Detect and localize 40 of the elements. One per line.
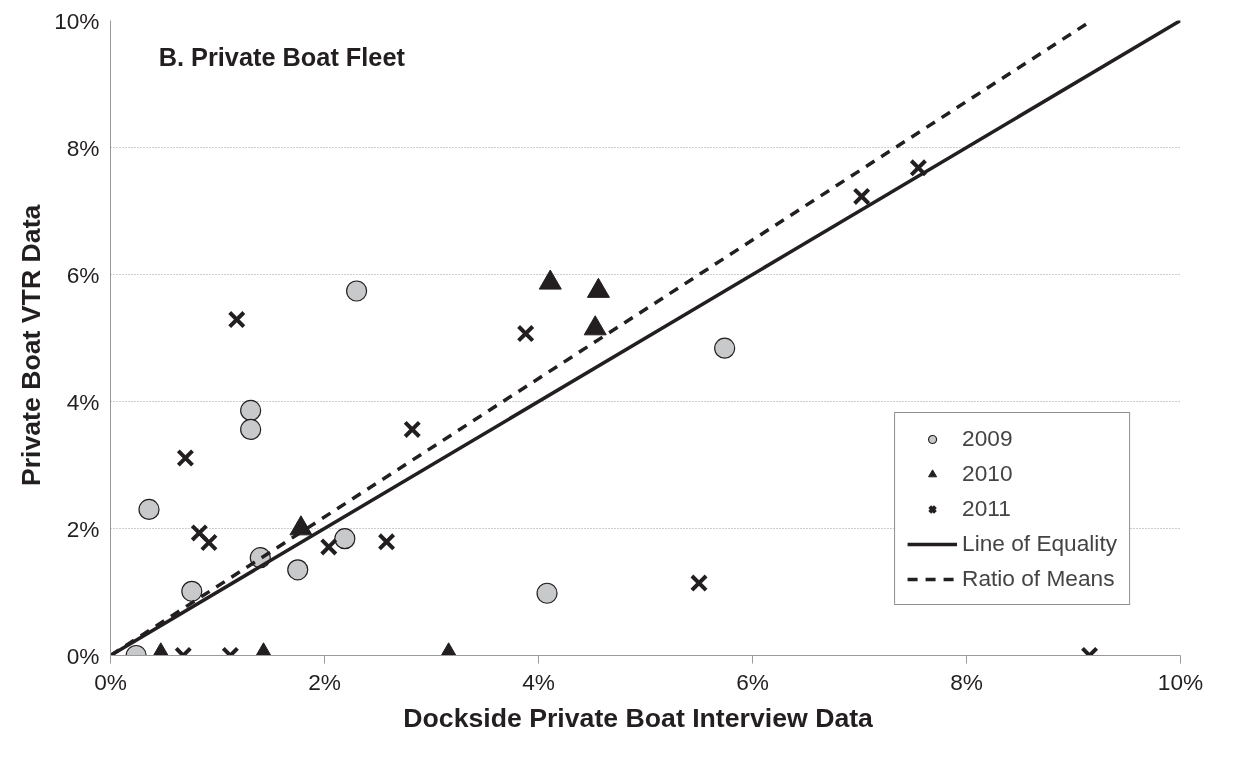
point [240,418,262,441]
x-tick-label: 2% [308,668,341,695]
y-tick-label: 8% [66,134,100,161]
point [346,280,368,302]
text: B. Private Boat Fleet [158,43,406,72]
y-tick-label: 2% [66,515,100,542]
point [714,337,736,359]
x-axis-title: Dockside Private Boat Interview Data [403,702,874,733]
legend-label: Ratio of Means [962,565,1115,592]
y-axis-title: Private Boat VTR Data [16,204,47,487]
point [689,574,709,593]
point [403,420,422,439]
point [240,399,262,421]
point [536,582,558,604]
y-tick-label: 0% [66,642,100,669]
point [852,187,871,206]
point [319,537,338,556]
x-tick-label: 0% [94,668,127,695]
point [334,528,356,550]
legend-label: 2010 [962,460,1013,487]
point [181,580,203,602]
point [199,533,219,552]
point [138,498,160,521]
x-tick-label: 10% [1157,668,1204,695]
point [176,448,195,468]
y-tick-label: 6% [66,261,100,288]
x-tick-label: 4% [522,668,555,695]
point [227,310,246,329]
point [909,158,928,177]
x-tick-label: 8% [950,668,983,695]
x-tick-label: 6% [736,668,769,695]
y-tick-label: 4% [66,388,100,415]
point [377,532,396,551]
legend-label: 2011 [962,495,1011,522]
point [516,324,535,343]
legend-label: Line of Equality [962,530,1117,557]
y-tick-label: 10% [54,7,100,34]
point [190,523,209,543]
legend-label: 2009 [962,425,1013,452]
point [287,559,309,581]
